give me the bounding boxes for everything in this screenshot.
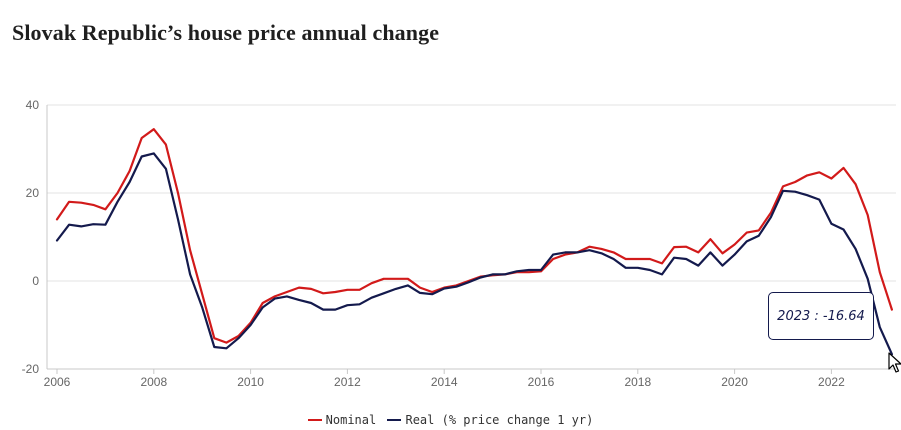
y-tick-label: 0 [32,274,39,288]
x-tick-label: 2006 [44,375,71,389]
x-tick-label: 2014 [431,375,458,389]
x-tick-label: 2012 [334,375,361,389]
y-tick-label: 20 [26,186,40,200]
axes: -20 0 20 40 2006 2008 2010 2012 2014 2016 2018 2020… [22,98,845,389]
legend-suffix: (% price change 1 yr) [441,413,594,427]
y-tick-label: -20 [22,362,40,376]
x-tick-label: 2022 [818,375,845,389]
series-lines [55,128,894,356]
legend-swatch-nominal [307,418,322,421]
x-tick-label: 2008 [140,375,167,389]
legend-item-real[interactable]: Real (% price change 1 yr) [387,413,593,427]
legend: Nominal Real (% price change 1 yr) [0,413,901,427]
legend-label-real: Real [405,413,435,427]
mouse-pointer-icon [888,352,901,373]
x-tick-label: 2018 [624,375,651,389]
x-tick-label: 2010 [237,375,264,389]
x-tick-label: 2020 [721,375,748,389]
legend-item-nominal[interactable]: Nominal [307,413,377,427]
chart-title: Slovak Republic’s house price annual cha… [12,20,440,45]
legend-label-nominal: Nominal [325,413,377,427]
data-tooltip: 2023 : -16.64 [768,292,874,340]
legend-swatch-real [387,418,402,421]
series-line-real[interactable] [55,152,894,356]
x-tick-label: 2016 [528,375,555,389]
tooltip-text: 2023 : -16.64 [777,308,865,324]
y-tick-label: 40 [26,98,40,112]
